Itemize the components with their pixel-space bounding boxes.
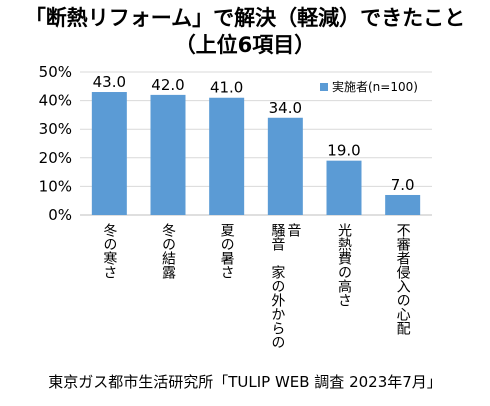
y-tick-label: 40% bbox=[39, 92, 72, 110]
data-label: 7.0 bbox=[391, 176, 415, 194]
bar bbox=[150, 94, 186, 215]
data-label: 43.0 bbox=[93, 73, 126, 91]
x-tick-label: 冬の寒さ bbox=[101, 223, 117, 279]
data-label: 34.0 bbox=[269, 99, 302, 117]
bar bbox=[326, 160, 362, 215]
x-tick-label: 音 bbox=[285, 222, 301, 237]
y-tick-label: 10% bbox=[39, 177, 72, 195]
x-tick-label: 冬の結露 bbox=[160, 223, 176, 280]
bar bbox=[385, 194, 421, 215]
data-label: 19.0 bbox=[327, 142, 360, 160]
y-tick-label: 50% bbox=[39, 63, 72, 81]
source-note: 東京ガス都市生活研究所「TULIP WEB 調査 2023年7月」 bbox=[48, 373, 442, 391]
x-tick-label: 光熱費の高さ bbox=[336, 223, 352, 307]
legend-label: 実施者(n=100) bbox=[332, 79, 418, 94]
bar bbox=[91, 92, 127, 215]
legend-swatch bbox=[320, 83, 328, 91]
x-tick-label: 夏の暑さ bbox=[219, 223, 235, 279]
chart-title-line1: 「断熱リフォーム」で解決（軽減）できたこと bbox=[24, 6, 466, 30]
y-tick-label: 20% bbox=[39, 149, 72, 167]
chart-title-line2: （上位6項目） bbox=[174, 33, 316, 57]
x-tick-label: 騒音 家の外からの bbox=[269, 223, 285, 349]
y-tick-label: 30% bbox=[39, 120, 72, 138]
bar bbox=[209, 97, 245, 215]
data-label: 41.0 bbox=[210, 79, 243, 97]
bar-chart: 0% 10% 20% 30% 40% 50% 43.0 冬の寒さ 42.0 冬の結露 41.0 夏の暑… bbox=[39, 63, 432, 349]
bar bbox=[267, 117, 303, 215]
y-tick-label: 0% bbox=[48, 206, 72, 224]
x-tick-label: 不審者侵入の心配 bbox=[395, 223, 411, 335]
data-label: 42.0 bbox=[151, 76, 184, 94]
